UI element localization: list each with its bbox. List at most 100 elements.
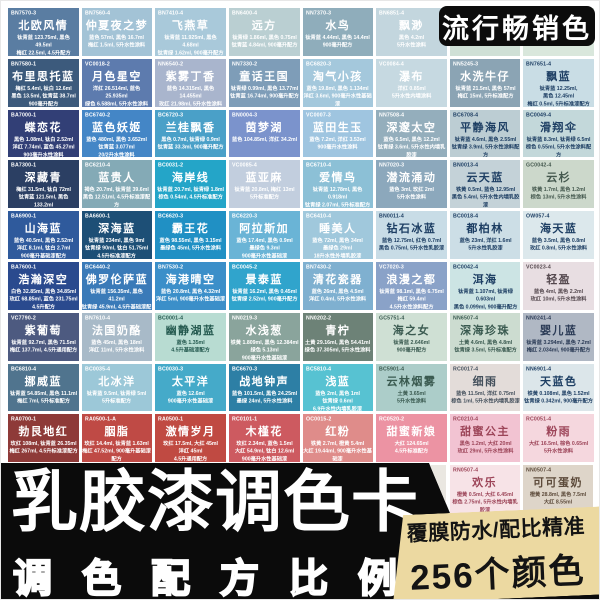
swatch-formula: 梅红 5.4ml, 钛白 12.6ml 黑色 13.5ml, 钛青蓝 38.7m… bbox=[11, 85, 76, 107]
swatch-name: 海港晴空 bbox=[165, 273, 216, 286]
swatch-formula: 黑色 0.7ml, 钛青绿 0.9ml 钛青蓝 33.3ml, 900毫升配方 bbox=[157, 136, 224, 150]
color-swatch: BN7651-4 飘蓝 钛青蓝 12.25ml, 黑色 12.45ml 梅红 0.5… bbox=[523, 58, 594, 107]
banner-title: 乳胶漆调色卡 bbox=[11, 465, 419, 540]
color-swatch: OC0015-2 红粉 铁黄 2.7ml, 橙黄 5.4ml 大红 19.44ml,… bbox=[302, 414, 374, 463]
color-swatch: RC0051-4 粉雨 大红 16.5ml, 棕色 0.65ml 5升水性涂料 bbox=[523, 414, 594, 463]
swatch-name: 潜流涌动 bbox=[386, 172, 437, 185]
swatch-code: BA7300-1 bbox=[11, 162, 37, 169]
swatch-code: BC5810-4 bbox=[305, 365, 331, 372]
swatch-code: RC0210-4 bbox=[452, 416, 478, 423]
swatch-name: 海之女 bbox=[392, 324, 431, 337]
swatch-name: 紫雾丁香 bbox=[165, 70, 216, 83]
swatch-name: 兰桂飘香 bbox=[165, 121, 216, 134]
swatch-formula: 橙黄 0.5ml, 大红 6.45ml 棕色 2.75ml, 5升水性内墙乳胶漆 bbox=[451, 491, 518, 513]
swatch-formula: 铁黄 0.108ml, 黑色 1.52ml 钛青绿 0.342ml, 900毫升… bbox=[524, 390, 594, 404]
swatch-formula: 蓝色 1.35ml 4.5升基础漆配方 bbox=[171, 339, 210, 353]
swatch-name: 月色星空 bbox=[91, 70, 142, 83]
swatch-code: BA7000-1 bbox=[11, 111, 37, 118]
swatch-formula: 钛青蓝 8.3ml, 钛青绿 6.5ml 棕色 0.55ml, 5升水性涂料配方 bbox=[526, 136, 592, 158]
swatch-name: 钻石冰蓝 bbox=[386, 223, 437, 236]
swatch-formula: 钛青绿 0.99ml, 黑色 13.77ml 钛青蓝 16.74ml, 900毫… bbox=[229, 85, 299, 99]
swatch-formula: 蓝色 17.4ml, 黑色 0.9ml 墨绿色 9.3ml 900毫升水性基础漆 bbox=[236, 237, 293, 259]
swatch-code: VC7020-3 bbox=[379, 263, 405, 270]
swatch-code: NN6540-2 bbox=[158, 60, 184, 67]
color-swatch: BA7300-1 深藏青 梅红 31.5ml, 钛白 72ml 钛青蓝 121.5m… bbox=[8, 160, 79, 209]
swatch-code: BN0013-4 bbox=[452, 162, 478, 169]
swatch-formula: 玫红 2.34ml, 蓝色 1.5ml 大红 54.9ml, 钛白 12.6ml… bbox=[234, 440, 294, 463]
swatch-code: BN7560-4 bbox=[84, 10, 110, 16]
swatch-name: 睡美人 bbox=[319, 223, 357, 236]
swatch-name: 蝶恋花 bbox=[24, 121, 63, 134]
swatch-name: 平静海风 bbox=[460, 121, 511, 134]
swatch-name: 童话王国 bbox=[239, 70, 290, 83]
swatch-code: BC0035-4 bbox=[84, 365, 110, 372]
swatch-name: 仲夏夜之梦 bbox=[85, 20, 149, 32]
color-swatch: BN7580-1 布里思托蓝 梅红 5.4ml, 钛白 12.6ml 黑色 13.5… bbox=[8, 58, 79, 107]
swatch-formula: 钛青蓝 156.35ml, 黑色 41.2ml 钛青绿 45.9ml, 4.5升… bbox=[82, 288, 152, 310]
color-swatch: NN6901-4 天蓝色 铁黄 0.108ml, 黑色 1.52ml 钛青绿 0.3… bbox=[523, 363, 594, 412]
swatch-formula: 蓝色 6.5ml, 黑色 12.2ml 钛青绿 3.6ml, 5升水性内墙乳胶漆 bbox=[377, 136, 446, 158]
color-swatch: NN0202-2 青柠 土黄 29.16ml, 黑色 54.41ml 绿色 37.3… bbox=[302, 312, 374, 361]
swatch-name: 海岸线 bbox=[171, 172, 210, 185]
color-swatch: VC0085-4 蓝亚麻 钛青蓝 20.8ml, 梅红 13ml 5升标准配方 bbox=[228, 160, 300, 209]
swatch-name: 战地钟声 bbox=[239, 375, 290, 388]
color-swatch: BC0042-4 洱海 钛青蓝 1.107ml, 钛青绿 0.603ml 黑色 0.… bbox=[449, 261, 521, 310]
swatch-formula: 蓝色 12.6ml 900毫升水性基础漆 bbox=[167, 390, 214, 404]
swatch-name: 景泰蓝 bbox=[245, 273, 283, 286]
swatch-name: 胭脂 bbox=[104, 426, 130, 439]
swatch-name: 蓝田生玉 bbox=[312, 121, 363, 134]
color-swatch: BN7530-2 海港晴空 蓝色 20.8ml, 黑色 4.32ml 洋红 5ml,… bbox=[155, 261, 226, 310]
swatch-formula: 钛青蓝 21.5ml, 黑色 57ml 梅红 15ml, 5升标准配方 bbox=[455, 85, 516, 99]
swatch-code: BN6400-4 bbox=[231, 10, 258, 16]
swatch-formula: 钛青蓝 4.44ml, 黑色 14.4ml 900毫升配方 bbox=[305, 34, 371, 49]
swatch-code: BN7530-2 bbox=[158, 263, 184, 270]
color-swatch: BC6220-3 阿拉斯加 蓝色 17.4ml, 黑色 0.9ml 墨绿色 9.3m… bbox=[228, 211, 300, 259]
swatch-formula: 黑色 1.08ml, 钛白 2.52ml 洋红 7.74ml, 蓝色 45.27… bbox=[12, 136, 75, 158]
swatch-name: 飘蓝 bbox=[546, 70, 572, 83]
swatch-code: NN5245-3 bbox=[452, 60, 478, 67]
swatch-formula: 土黄 29.16ml, 黑色 54.41ml 绿色 37.305ml, 5升水性… bbox=[304, 339, 371, 353]
swatch-name: 激情岁月 bbox=[165, 426, 216, 439]
swatch-code: BC6210-4 bbox=[84, 162, 110, 169]
swatch-code: NN7020-3 bbox=[379, 162, 405, 169]
color-swatch: RC0520-2 甜蜜新娘 大红 124.65ml 4.5升标准配方 bbox=[376, 414, 447, 463]
swatch-name: 飘渺 bbox=[398, 20, 424, 32]
swatch-name: 霸王花 bbox=[171, 223, 210, 236]
ribbon-feature-text: 覆膜防水/配比精准 bbox=[406, 514, 586, 546]
swatch-formula: 蓝色 12.75ml, 红色 0.7ml 黑色 0.75ml, 5升水性乳胶漆 bbox=[378, 237, 445, 252]
color-swatch: BN7610-4 法国奶酪 蓝色 45ml, 黑色 18ml 洋红 11ml, 5升… bbox=[81, 312, 153, 361]
swatch-formula: 蓝色 3ml, 玫红 2ml 5升水性涂料 bbox=[389, 186, 434, 201]
swatch-formula: 钛青蓝 4.6ml, 黑色 2.55ml 钛青绿 3.9ml, 5升水性涂料配方 bbox=[451, 136, 519, 158]
swatch-code: RC0520-2 bbox=[379, 416, 405, 423]
swatch-code: BC6720-3 bbox=[158, 111, 184, 118]
color-swatch: OW057-4 海天蓝 蓝色 3.5ml, 黑色 0.8ml 玫红 0.8ml, 5… bbox=[523, 211, 594, 259]
swatch-code: VC0023-4 bbox=[526, 263, 552, 270]
swatch-formula: 蓝色 3.5ml, 黑色 0.8ml 玫红 0.8ml, 5升水性涂料 bbox=[530, 237, 588, 252]
swatch-formula: 白色 32.85ml, 黑色 34.85ml 玫红 68.85ml, 蓝色 23… bbox=[9, 288, 78, 310]
color-swatch: BA7600-1 浩瀚深空 白色 32.85ml, 黑色 34.85ml 玫红 68… bbox=[8, 261, 79, 310]
swatch-name: 太平洋 bbox=[171, 375, 210, 388]
swatch-code: BC0045-2 bbox=[231, 263, 258, 270]
swatch-code: RA0700-1 bbox=[11, 416, 37, 423]
color-swatch: RC0017-4 细雨 蓝色 11.5ml, 洋红 0.75ml 棕色 1ml, 5… bbox=[449, 363, 521, 412]
swatch-name: 粉雨 bbox=[546, 426, 572, 439]
swatch-formula: 洋红 26.514ml, 蓝色 25.935ml 绿色 6.588ml, 5升水… bbox=[85, 85, 149, 107]
swatch-formula: 钛青蓝 1.107ml, 钛青绿 0.603ml 黑色 0.099ml, 900… bbox=[453, 288, 517, 310]
swatch-formula: 钛青蓝 3.294ml, 黑色 7.2ml 梅红 2.034ml, 900毫升配… bbox=[526, 339, 591, 353]
swatch-formula: 土黄 3.65ml 5升水性涂料 bbox=[396, 390, 426, 404]
swatch-formula: 蓝色 2ml, 黑色 1ml 钛青绿 0.6ml 6.9升水性内墙乳胶漆 bbox=[313, 390, 363, 412]
swatch-formula: 大红 124.65ml 4.5升标准配方 bbox=[394, 440, 429, 455]
color-swatch: RN0507-4 欢乐 橙黄 0.5ml, 大红 6.45ml 棕色 2.75ml,… bbox=[449, 465, 520, 514]
color-swatch: BA6600-1 深海蓝 钛青蓝 234ml, 黑色 9ml 钛青绿 90ml, 钛… bbox=[81, 211, 153, 259]
swatch-code: VC0084-4 bbox=[379, 60, 405, 67]
swatch-code: BC0018-4 bbox=[452, 213, 478, 219]
color-swatch: BC0030-3 太平洋 蓝色 12.6ml 900毫升水性基础漆 bbox=[155, 363, 226, 412]
swatch-name: 欢乐 bbox=[472, 477, 498, 489]
color-swatch: RC0210-4 甜蜜公主 黑色 1.2ml, 大红 20ml 玫红 29ml, 5… bbox=[449, 414, 521, 463]
color-swatch: BC0001-4 幽静湖蓝 蓝色 1.35ml 4.5升基础漆配方 bbox=[155, 312, 226, 361]
swatch-name: 蓝贵人 bbox=[98, 172, 136, 185]
swatch-code: NN0202-2 bbox=[305, 314, 331, 321]
swatch-name: 布里思托蓝 bbox=[12, 70, 75, 83]
swatch-code: RC0051-4 bbox=[526, 416, 552, 423]
swatch-formula: 钛青蓝 20.8ml, 梅红 13ml 5升标准配方 bbox=[234, 186, 295, 201]
